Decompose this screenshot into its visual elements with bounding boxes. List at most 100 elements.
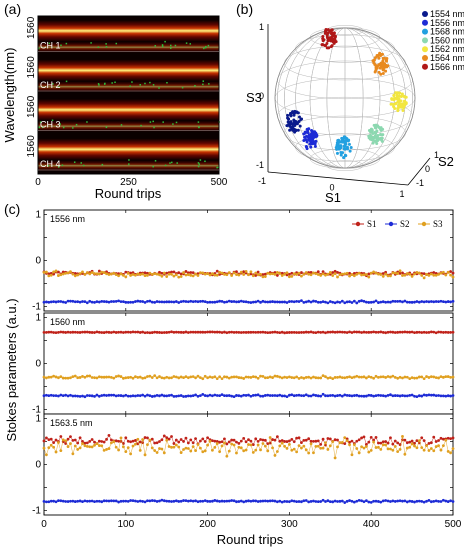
stokes-point	[136, 272, 140, 276]
stokes-point	[223, 441, 226, 445]
sphere-point	[323, 44, 327, 48]
subplot-ytick-label: 0	[35, 256, 41, 267]
sphere-point	[297, 120, 301, 124]
stokes-point	[425, 444, 428, 448]
stokes-point	[340, 440, 344, 444]
stokes-point	[237, 376, 241, 379]
stokes-point	[141, 438, 145, 441]
stokes-point	[196, 394, 200, 398]
sphere-point	[340, 136, 344, 140]
stokes-point	[223, 330, 226, 334]
sphere-point	[293, 130, 297, 134]
stokes-point	[102, 300, 106, 303]
stokes-point	[268, 300, 272, 304]
stokes-point	[413, 376, 416, 380]
stokes-point	[172, 499, 176, 503]
stokes-point	[146, 393, 149, 397]
stokes-point	[45, 300, 48, 304]
stokes-point	[235, 300, 238, 304]
stokes-point	[78, 300, 82, 304]
sphere-s2-tick: 1	[434, 150, 439, 160]
stokes-point	[405, 441, 409, 445]
stokes-point	[350, 376, 354, 380]
stokes-point	[263, 499, 267, 503]
stokes-point	[410, 500, 414, 503]
stokes-point	[143, 271, 147, 275]
stokes-point	[336, 275, 339, 279]
heatmap-speck	[57, 166, 60, 168]
stokes-point	[102, 499, 106, 503]
stokes-point	[403, 330, 407, 334]
stokes-point	[191, 330, 195, 334]
stokes-point	[425, 499, 428, 503]
sphere-point	[344, 142, 348, 146]
stokes-point	[268, 331, 272, 334]
stokes-point	[162, 499, 166, 503]
stokes-point	[364, 330, 368, 334]
sphere-s1-tick: -1	[258, 176, 266, 186]
stokes-point	[391, 394, 395, 398]
stokes-point	[285, 440, 289, 443]
stokes-point	[230, 274, 234, 277]
stokes-point	[451, 447, 455, 451]
stokes-point	[235, 440, 238, 444]
stokes-point	[357, 375, 361, 379]
stokes-point	[398, 499, 402, 503]
stokes-subplot: -101 1560 nm	[32, 312, 455, 415]
stokes-point	[259, 438, 262, 441]
stokes-point	[172, 274, 176, 278]
stokes-point	[403, 438, 407, 442]
stokes-point	[90, 271, 94, 274]
stokes-point	[153, 374, 157, 377]
sphere-point	[375, 142, 379, 146]
stokes-point	[364, 300, 368, 304]
stokes-point	[90, 300, 94, 304]
stokes-point	[256, 443, 260, 447]
sphere-point	[381, 67, 385, 71]
stokes-point	[321, 330, 325, 334]
stokes-point	[45, 270, 48, 274]
stokes-point	[45, 453, 48, 457]
stokes-point	[427, 376, 431, 379]
stokes-point	[417, 499, 421, 503]
stokes-point	[377, 500, 380, 503]
stokes-point	[381, 443, 385, 447]
stokes-point	[367, 500, 371, 504]
stokes-point	[357, 438, 361, 442]
stokes-point	[367, 450, 371, 454]
stokes-point	[398, 375, 402, 379]
stokes-point	[273, 300, 277, 304]
stokes-point	[312, 375, 315, 379]
stokes-point	[441, 331, 445, 334]
stokes-point	[369, 300, 373, 304]
heatmap-frame	[37, 15, 220, 175]
stokes-point	[235, 273, 238, 276]
stokes-point	[198, 499, 202, 503]
heatmap-speck	[169, 162, 171, 164]
stokes-point	[129, 440, 133, 444]
sphere-point	[379, 64, 383, 68]
sphere-point	[374, 69, 378, 73]
stokes-point	[314, 272, 318, 276]
sphere-point	[386, 64, 390, 68]
stokes-point	[109, 499, 113, 503]
stokes-point	[396, 299, 400, 303]
stokes-point	[254, 330, 258, 334]
stokes-point	[434, 300, 438, 303]
stokes-point	[158, 440, 161, 443]
stokes-point	[57, 300, 60, 303]
stokes-point	[268, 394, 272, 397]
stokes-point	[215, 300, 219, 304]
stokes-point	[393, 331, 397, 334]
stokes-point	[227, 499, 231, 503]
stokes-point	[165, 331, 169, 334]
sphere-point	[314, 139, 318, 143]
stokes-point	[102, 393, 106, 397]
stokes-point	[126, 394, 130, 398]
stokes-point	[309, 442, 313, 446]
stokes-point	[95, 376, 99, 380]
stokes-point	[340, 299, 344, 303]
stokes-point	[203, 449, 207, 453]
stokes-point	[227, 376, 231, 380]
sphere-point	[310, 131, 314, 135]
